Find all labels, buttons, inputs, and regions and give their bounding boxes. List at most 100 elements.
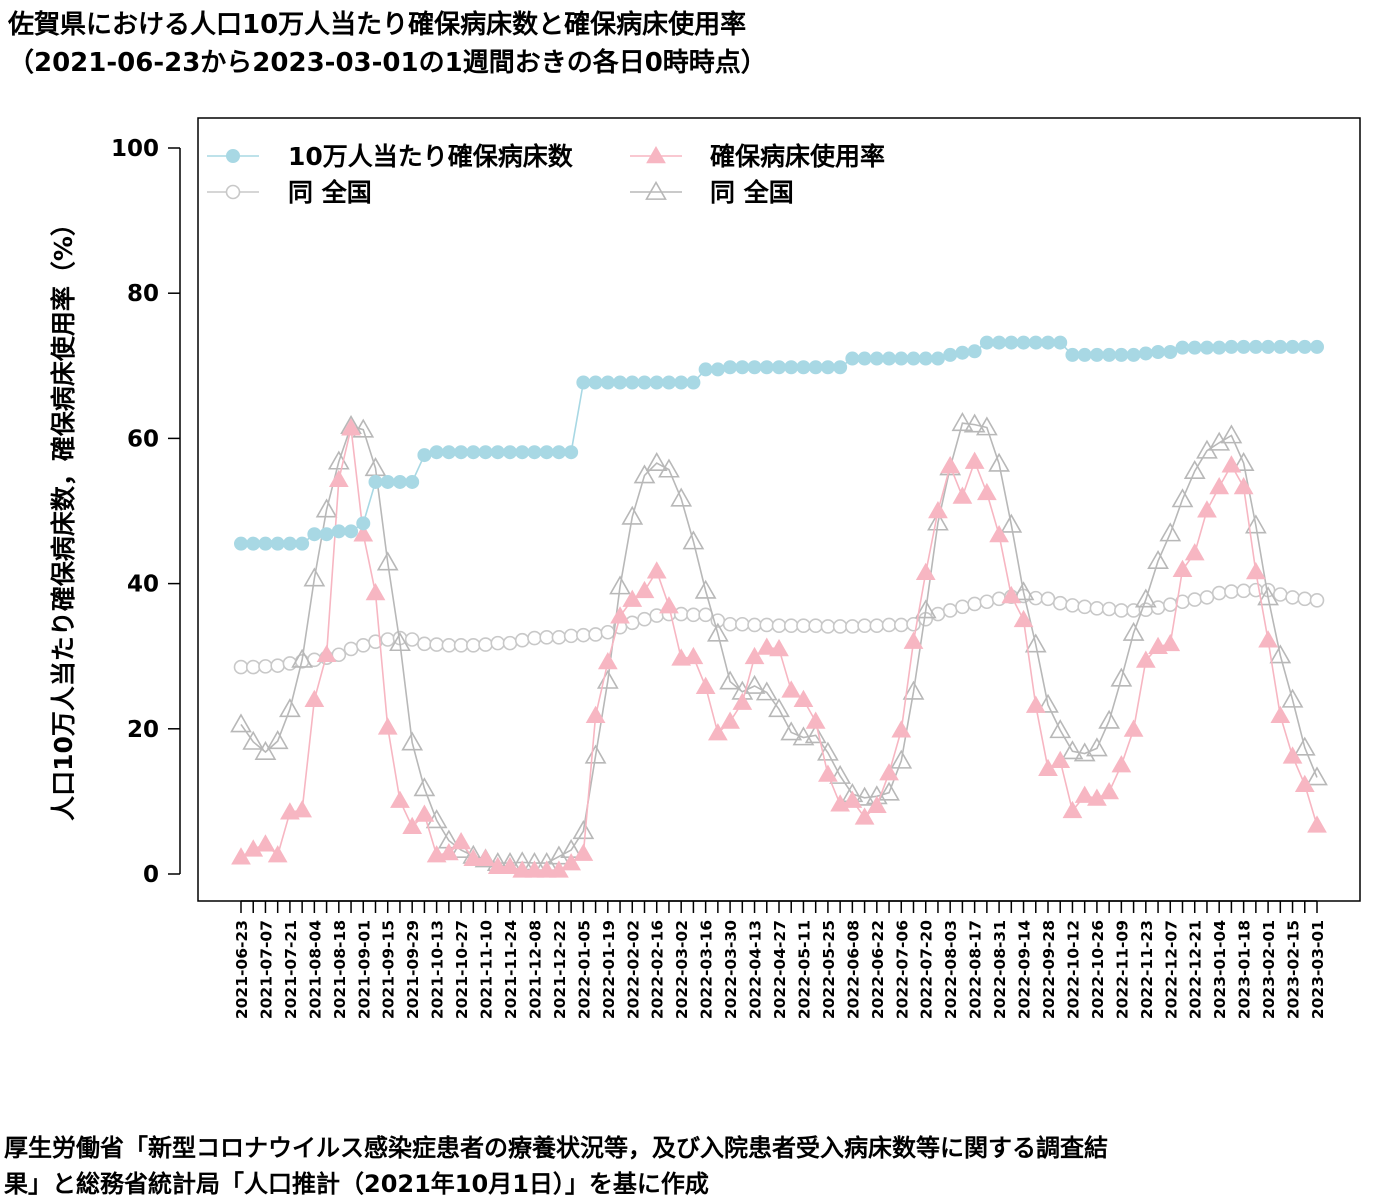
data-point xyxy=(402,816,423,835)
data-point xyxy=(902,680,925,700)
data-point xyxy=(1160,633,1181,652)
data-point xyxy=(832,619,848,634)
data-point xyxy=(747,617,762,633)
data-point xyxy=(943,347,958,362)
data-point xyxy=(292,800,312,818)
data-point xyxy=(380,632,396,647)
data-point xyxy=(768,698,790,718)
data-point xyxy=(793,689,814,708)
data-point xyxy=(866,795,887,814)
x-tick-label: 2022-11-23 xyxy=(1138,920,1156,1019)
data-point xyxy=(1281,688,1304,708)
data-point xyxy=(1309,592,1325,608)
data-point xyxy=(356,516,371,531)
data-point xyxy=(772,360,786,375)
data-point xyxy=(1050,750,1071,768)
data-point xyxy=(267,845,288,863)
data-point xyxy=(781,680,802,698)
data-point xyxy=(441,638,457,653)
x-tick-label: 2022-05-25 xyxy=(820,920,838,1019)
data-point xyxy=(1024,633,1047,653)
data-point xyxy=(539,630,554,645)
legend-label: 同 全国 xyxy=(710,178,794,207)
x-tick-label: 2023-01-18 xyxy=(1236,920,1254,1019)
data-point xyxy=(1244,514,1267,534)
series-0 xyxy=(234,335,1324,551)
data-point xyxy=(390,790,410,808)
x-tick-label: 2023-03-01 xyxy=(1309,920,1327,1019)
data-point xyxy=(576,375,591,390)
data-point xyxy=(584,744,607,764)
data-point xyxy=(893,617,909,633)
legend-swatch-marker xyxy=(646,145,666,164)
data-point xyxy=(1111,755,1132,773)
data-point xyxy=(633,464,656,484)
data-point xyxy=(1184,543,1205,561)
data-point xyxy=(1012,581,1035,601)
data-point xyxy=(914,599,937,619)
data-point xyxy=(466,445,481,460)
data-point xyxy=(344,524,359,539)
data-point xyxy=(573,843,594,861)
data-point xyxy=(869,618,885,634)
data-point xyxy=(551,630,567,645)
data-point xyxy=(989,524,1009,543)
data-point xyxy=(401,731,424,751)
y-tick-label: 0 xyxy=(143,862,159,888)
data-point xyxy=(735,616,750,632)
data-point xyxy=(376,551,399,571)
series-line xyxy=(240,422,1318,864)
data-point xyxy=(551,445,566,460)
legend-swatch-marker xyxy=(645,180,667,200)
data-point xyxy=(818,764,838,782)
x-tick-label: 2022-08-03 xyxy=(942,920,960,1019)
data-point xyxy=(805,711,826,729)
data-point xyxy=(1211,585,1227,601)
data-point xyxy=(1310,339,1324,354)
data-point xyxy=(1285,590,1300,605)
data-point xyxy=(979,594,995,610)
data-point xyxy=(441,445,456,460)
x-tick-label: 2021-10-27 xyxy=(453,920,471,1019)
x-tick-label: 2021-09-01 xyxy=(355,920,373,1019)
data-point xyxy=(1208,431,1231,451)
data-point xyxy=(759,360,774,375)
data-point xyxy=(1297,339,1312,354)
data-point xyxy=(808,618,823,634)
x-tick-label: 2021-07-21 xyxy=(282,920,300,1019)
data-point xyxy=(928,500,948,519)
data-point xyxy=(1037,693,1059,713)
data-point xyxy=(377,717,398,735)
data-point xyxy=(1089,347,1104,362)
data-point xyxy=(1224,584,1239,599)
x-tick-label: 2021-09-29 xyxy=(404,920,422,1019)
data-point xyxy=(882,351,897,366)
data-point xyxy=(1138,346,1153,361)
data-point xyxy=(622,589,643,607)
data-point xyxy=(368,474,383,489)
data-point xyxy=(613,375,628,390)
data-point xyxy=(500,856,520,874)
data-point xyxy=(878,781,900,801)
x-tick-label: 2022-10-26 xyxy=(1089,920,1107,1019)
data-point xyxy=(585,705,606,723)
data-point xyxy=(869,351,884,366)
data-point xyxy=(686,607,701,623)
data-point xyxy=(977,482,997,501)
data-point xyxy=(600,624,616,640)
data-point xyxy=(563,628,579,644)
data-point xyxy=(1086,737,1108,757)
data-point xyxy=(1220,424,1243,444)
x-tick-label: 2023-02-01 xyxy=(1260,920,1278,1019)
x-tick-label: 2022-11-09 xyxy=(1113,920,1131,1019)
data-point xyxy=(918,351,933,366)
data-point xyxy=(833,360,848,375)
data-point xyxy=(732,692,753,710)
x-tick-label: 2022-10-12 xyxy=(1064,920,1082,1019)
y-axis-label: 人口10万人当たり確保病床数，確保病床使用率（%） xyxy=(49,211,78,821)
legend-label: 確保病床使用率 xyxy=(710,142,885,171)
data-point xyxy=(706,622,729,642)
data-point xyxy=(829,764,852,784)
data-point xyxy=(576,627,591,643)
data-point xyxy=(1052,595,1068,611)
